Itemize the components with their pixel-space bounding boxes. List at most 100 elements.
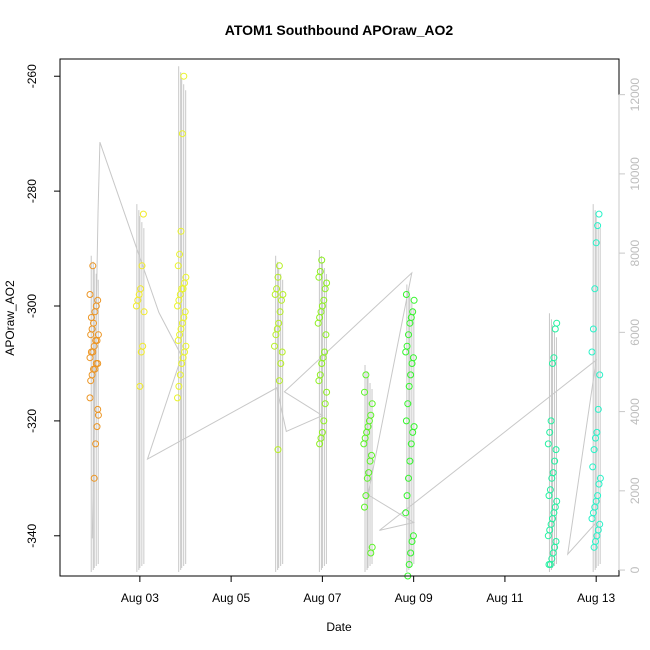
data-point: [140, 308, 148, 316]
data-point: [405, 474, 412, 482]
data-point: [405, 331, 412, 339]
data-point: [174, 262, 182, 270]
data-point: [589, 463, 597, 471]
x-tick-label: Aug 07: [303, 591, 341, 605]
y2-tick-label: 8000: [628, 239, 642, 266]
x-tick-label: Aug 05: [212, 591, 250, 605]
data-point: [547, 417, 555, 425]
data-point: [595, 480, 603, 488]
data-point: [92, 440, 100, 448]
data-point: [595, 210, 603, 218]
x-tick-label: Aug 09: [395, 591, 433, 605]
data-point: [175, 382, 183, 390]
data-point: [174, 337, 182, 344]
data-point: [590, 446, 598, 454]
data-point: [271, 291, 279, 298]
data-point: [177, 227, 185, 235]
data-point: [277, 360, 285, 367]
data-point: [178, 130, 186, 138]
data-point: [589, 325, 597, 333]
data-point: [403, 492, 411, 500]
y-axis: -260 -280 -300 -320 -340: [25, 64, 60, 548]
data-point: [174, 302, 181, 310]
data-point: [318, 256, 326, 264]
x-axis-label: Date: [326, 620, 352, 634]
data-point: [402, 417, 410, 425]
data-point: [139, 210, 147, 218]
data-point: [323, 388, 331, 396]
data-point: [551, 325, 559, 333]
data-point: [93, 423, 101, 431]
data-point: [90, 474, 98, 482]
data-point: [178, 360, 186, 367]
x-axis: Aug 03 Aug 05 Aug 07 Aug 09 Aug 11 Aug 13: [121, 575, 616, 605]
data-point: [368, 400, 376, 408]
data-point: [552, 446, 560, 454]
data-point: [408, 538, 416, 545]
data-point: [367, 549, 375, 557]
data-point: [594, 405, 602, 413]
data-point: [362, 371, 370, 379]
data-point: [320, 417, 328, 425]
data-point: [406, 457, 414, 465]
data-point: [278, 348, 286, 356]
data-point: [87, 377, 95, 385]
data-point: [402, 348, 410, 356]
data-point: [180, 72, 188, 80]
data-point: [132, 302, 140, 310]
data-point: [315, 377, 323, 385]
data-point: [321, 285, 329, 293]
data-point: [407, 371, 415, 379]
y-tick-label: -320: [25, 409, 39, 433]
data-point: [176, 371, 184, 379]
data-point: [592, 239, 600, 247]
data-point: [274, 446, 282, 454]
data-point: [89, 262, 97, 270]
y-tick-label: -280: [25, 179, 39, 203]
data-point: [551, 457, 559, 465]
data-point: [86, 291, 94, 298]
data-point: [362, 492, 370, 500]
data-point: [409, 428, 417, 436]
data-point: [137, 348, 145, 356]
data-point: [275, 262, 283, 270]
data-point: [271, 342, 278, 350]
data-point: [592, 434, 599, 442]
data-point: [549, 360, 556, 367]
data-point: [408, 360, 416, 367]
data-point: [596, 371, 604, 379]
data-point: [87, 331, 95, 339]
x-tick-label: Aug 13: [577, 591, 615, 605]
data-point: [544, 440, 552, 448]
data-point: [361, 503, 368, 511]
data-point: [404, 400, 412, 408]
data-point: [594, 222, 602, 230]
x-tick-label: Aug 11: [486, 591, 523, 605]
data-point: [275, 377, 283, 385]
data-point: [86, 354, 94, 362]
data-point: [318, 360, 326, 367]
data-point: [278, 296, 285, 304]
y2-tick-label: 10000: [628, 157, 642, 191]
data-point: [544, 532, 552, 540]
data-point: [86, 394, 94, 402]
data-point: [276, 308, 284, 316]
data-point: [360, 440, 368, 448]
data-point: [321, 400, 329, 408]
data-point: [94, 405, 102, 413]
data-point: [407, 549, 415, 557]
data-point: [406, 319, 414, 327]
data-point: [402, 509, 410, 517]
y-tick-label: -260: [25, 64, 39, 88]
data-point: [591, 285, 599, 293]
x-tick-label: Aug 03: [121, 591, 159, 605]
data-point: [545, 492, 553, 500]
data-point: [272, 331, 280, 339]
y-axis-label: APOraw_AO2: [3, 280, 17, 356]
data-point: [91, 308, 99, 316]
y2-tick-label: 0: [628, 566, 642, 573]
data-point: [315, 273, 323, 281]
y2-tick-label: 12000: [628, 78, 642, 112]
